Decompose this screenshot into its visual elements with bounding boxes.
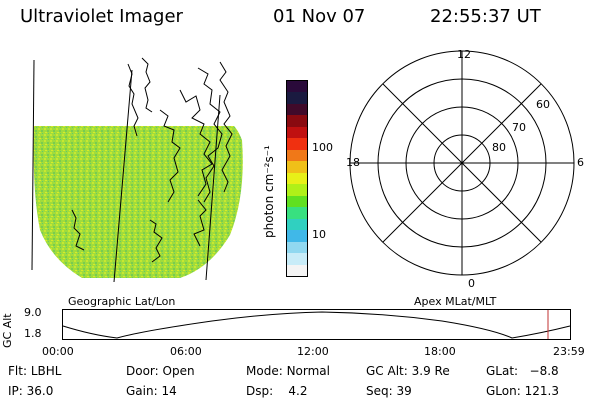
colorbar bbox=[286, 80, 308, 277]
filter-info: Flt: LBHL bbox=[8, 364, 62, 378]
colorbar-band bbox=[287, 138, 307, 150]
mlt-label-0: 0 bbox=[468, 277, 475, 290]
gc-alt-info: GC Alt: 3.9 Re bbox=[366, 364, 450, 378]
alt-tick-9: 9.0 bbox=[24, 306, 42, 319]
door-value: Open bbox=[162, 364, 195, 378]
colorbar-band bbox=[287, 218, 307, 231]
glat-info: GLat: −8.8 bbox=[486, 364, 559, 378]
uv-image-region bbox=[33, 126, 243, 278]
time-label: 22:55:37 UT bbox=[430, 6, 541, 27]
glat-value: −8.8 bbox=[529, 364, 559, 378]
altitude-plot bbox=[62, 309, 571, 340]
gc-alt-axis-label: GC Alt bbox=[1, 313, 14, 348]
colorbar-tick-100: 100 bbox=[312, 141, 333, 154]
lon-lines bbox=[31, 59, 221, 283]
mlt-label-6: 6 bbox=[577, 156, 584, 169]
polar-plot-label: Apex MLat/MLT bbox=[414, 295, 497, 308]
gc-alt-value: 3.9 Re bbox=[411, 364, 450, 378]
colorbar-band bbox=[287, 253, 307, 265]
colorbar-band bbox=[287, 115, 307, 127]
mode-value: Normal bbox=[286, 364, 330, 378]
time-tick-0600: 06:00 bbox=[170, 345, 202, 358]
dsp-info: Dsp: 4.2 bbox=[246, 384, 308, 398]
time-tick-1800: 18:00 bbox=[424, 345, 456, 358]
date-label: 01 Nov 07 bbox=[273, 6, 366, 27]
polar-plot bbox=[349, 50, 575, 276]
colorbar-band bbox=[287, 161, 307, 173]
glon-value: 121.3 bbox=[524, 384, 559, 398]
ip-value: 36.0 bbox=[26, 384, 54, 398]
alt-tick-1-8: 1.8 bbox=[24, 327, 42, 340]
colorbar-band bbox=[287, 184, 307, 196]
colorbar-tick-10: 10 bbox=[312, 228, 326, 241]
geographic-map bbox=[31, 57, 243, 283]
dsp-value: 4.2 bbox=[288, 384, 308, 398]
seq-value: 39 bbox=[396, 384, 412, 398]
door-info: Door: Open bbox=[126, 364, 195, 378]
mlt-label-12: 12 bbox=[457, 48, 471, 61]
geo-map-label: Geographic Lat/Lon bbox=[68, 295, 176, 308]
gain-info: Gain: 14 bbox=[126, 384, 177, 398]
colorbar-band bbox=[287, 195, 307, 208]
colorbar-band bbox=[287, 264, 307, 276]
colorbar-label: photon cm⁻²s⁻¹ bbox=[262, 145, 276, 238]
coastlines bbox=[71, 57, 233, 263]
mlat-label-60: 60 bbox=[536, 98, 550, 111]
mlt-label-18: 18 bbox=[346, 156, 360, 169]
colorbar-band bbox=[287, 126, 307, 139]
filter-value: LBHL bbox=[30, 364, 62, 378]
time-tick-1200: 12:00 bbox=[297, 345, 329, 358]
time-tick-2359: 23:59 bbox=[553, 345, 585, 358]
instrument-title: Ultraviolet Imager bbox=[20, 6, 183, 27]
colorbar-band bbox=[287, 230, 307, 242]
time-tick-0000: 00:00 bbox=[42, 345, 74, 358]
colorbar-band bbox=[287, 92, 307, 104]
seq-info: Seq: 39 bbox=[366, 384, 412, 398]
ip-info: IP: 36.0 bbox=[8, 384, 54, 398]
colorbar-band bbox=[287, 81, 307, 93]
mode-info: Mode: Normal bbox=[246, 364, 330, 378]
colorbar-band bbox=[287, 172, 307, 185]
glon-info: GLon: 121.3 bbox=[486, 384, 559, 398]
mlat-label-80: 80 bbox=[492, 141, 506, 154]
mlat-label-70: 70 bbox=[512, 121, 526, 134]
gain-value: 14 bbox=[161, 384, 177, 398]
colorbar-band bbox=[287, 241, 307, 254]
colorbar-band bbox=[287, 103, 307, 116]
colorbar-band bbox=[287, 207, 307, 219]
colorbar-band bbox=[287, 149, 307, 162]
